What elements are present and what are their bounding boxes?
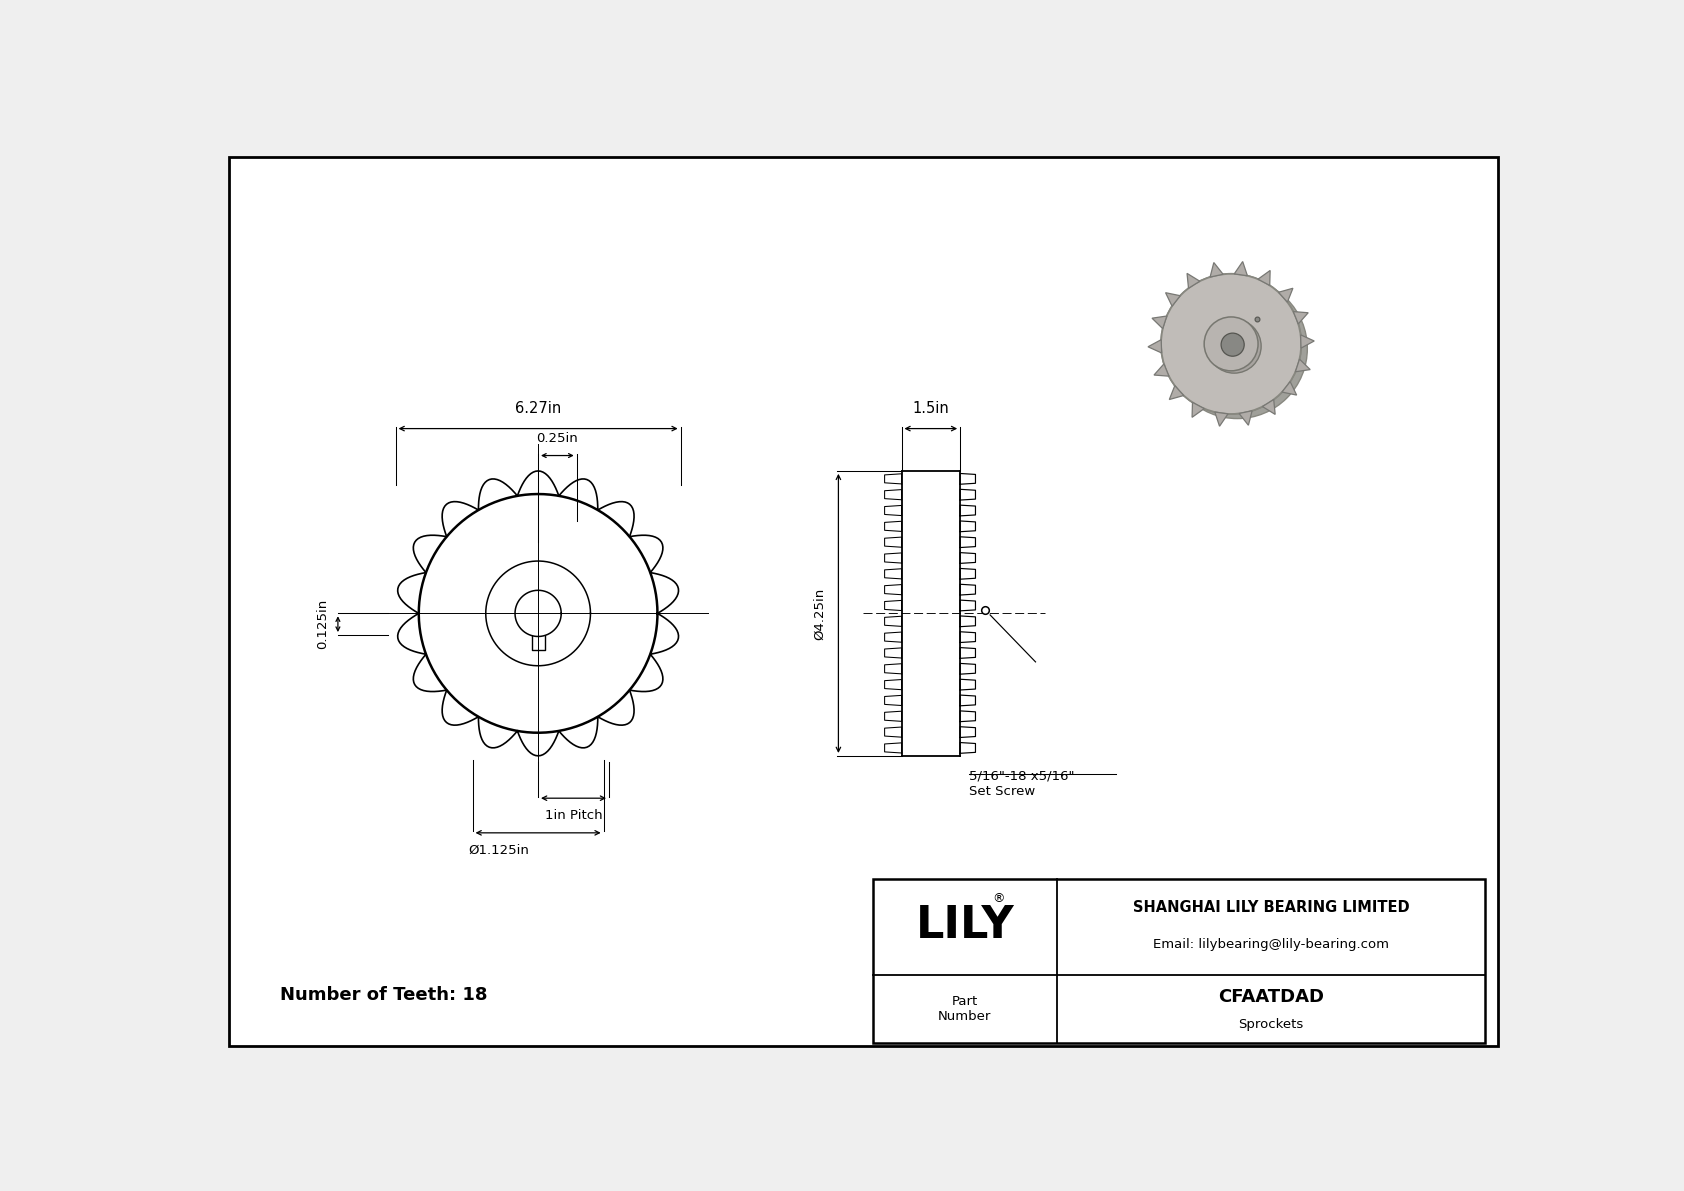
Text: Number of Teeth: 18: Number of Teeth: 18 bbox=[280, 985, 488, 1004]
Polygon shape bbox=[1278, 288, 1293, 303]
Text: ®: ® bbox=[992, 892, 1005, 905]
Polygon shape bbox=[1211, 262, 1223, 278]
Text: 1in Pitch: 1in Pitch bbox=[544, 809, 603, 822]
Polygon shape bbox=[1300, 335, 1314, 348]
Text: 1.5in: 1.5in bbox=[913, 401, 950, 417]
Polygon shape bbox=[1154, 364, 1169, 376]
Text: 6.27in: 6.27in bbox=[515, 401, 561, 417]
Text: Ø1.125in: Ø1.125in bbox=[468, 843, 530, 856]
Polygon shape bbox=[1165, 293, 1180, 306]
Text: 0.125in: 0.125in bbox=[315, 599, 328, 649]
Text: Email: lilybearing@lily-bearing.com: Email: lilybearing@lily-bearing.com bbox=[1154, 939, 1389, 950]
Polygon shape bbox=[1192, 403, 1204, 417]
Text: Part
Number: Part Number bbox=[938, 996, 992, 1023]
Polygon shape bbox=[1234, 262, 1248, 276]
Polygon shape bbox=[1258, 270, 1270, 286]
Ellipse shape bbox=[1160, 274, 1302, 414]
Ellipse shape bbox=[1160, 274, 1302, 414]
Ellipse shape bbox=[1207, 319, 1261, 373]
Text: Ø4.25in: Ø4.25in bbox=[813, 587, 827, 640]
Polygon shape bbox=[1148, 339, 1162, 353]
Polygon shape bbox=[1239, 411, 1253, 425]
Text: LILY: LILY bbox=[916, 904, 1014, 947]
Ellipse shape bbox=[1204, 317, 1258, 370]
Bar bbox=[872, 879, 1485, 1043]
Polygon shape bbox=[1187, 274, 1199, 288]
Text: Sprockets: Sprockets bbox=[1238, 1017, 1303, 1030]
Polygon shape bbox=[1282, 381, 1297, 395]
Polygon shape bbox=[1293, 312, 1308, 324]
Polygon shape bbox=[1295, 360, 1310, 372]
Ellipse shape bbox=[1221, 333, 1244, 356]
Polygon shape bbox=[1214, 412, 1228, 426]
Text: 0.25in: 0.25in bbox=[537, 432, 578, 444]
Text: 5/16"-18 x5/16"
Set Screw: 5/16"-18 x5/16" Set Screw bbox=[970, 769, 1074, 798]
Polygon shape bbox=[1152, 316, 1167, 329]
Polygon shape bbox=[1169, 386, 1184, 399]
Polygon shape bbox=[1263, 399, 1275, 414]
Text: CFAATDAD: CFAATDAD bbox=[1218, 989, 1324, 1006]
Text: SHANGHAI LILY BEARING LIMITED: SHANGHAI LILY BEARING LIMITED bbox=[1133, 900, 1410, 916]
Ellipse shape bbox=[1167, 279, 1307, 418]
